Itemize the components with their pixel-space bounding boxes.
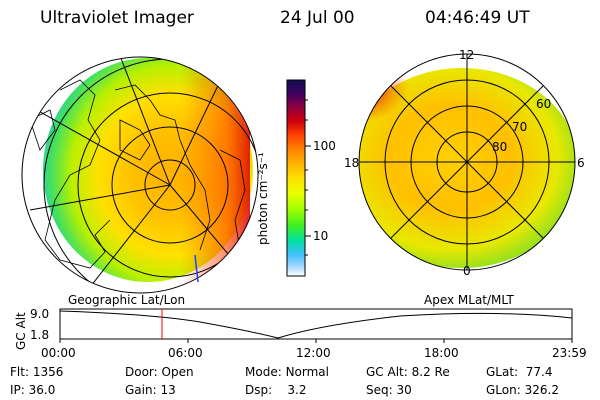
stat-gain: Gain: 13 — [125, 383, 176, 397]
xtick-2359: 23:59 — [552, 346, 587, 360]
altitude-curve — [59, 310, 573, 339]
mlt-label-18: 18 — [344, 156, 360, 170]
stat-glon: GLon: 326.2 — [486, 383, 559, 397]
xtick-0600: 06:00 — [168, 346, 203, 360]
left-map-caption: Geographic Lat/Lon — [68, 293, 186, 307]
mlat-label-70: 70 — [512, 120, 528, 134]
mlt-label-0: 0 — [463, 264, 471, 278]
color-scale — [286, 79, 311, 277]
mlat-label-80: 80 — [492, 140, 508, 154]
stat-gc-alt: GC Alt: 8.2 Re — [366, 365, 450, 379]
stat-flt: Flt: 1356 — [10, 365, 64, 379]
xtick-0000: 00:00 — [41, 346, 76, 360]
stat-mode: Mode: Normal — [245, 365, 329, 379]
image-time: 04:46:49 UT — [425, 8, 530, 28]
altitude-ytick-9: 9.0 — [30, 307, 50, 321]
apex-map — [358, 53, 576, 271]
stat-ip: IP: 36.0 — [10, 383, 56, 397]
mlt-label-6: 6 — [577, 156, 585, 170]
colorbar-tick-10: 10 — [313, 229, 329, 243]
mlt-label-12: 12 — [459, 48, 475, 62]
altitude-plot — [59, 308, 573, 343]
stat-dsp: Dsp: 3.2 — [245, 383, 307, 397]
right-map-caption: Apex MLat/MLT — [424, 293, 514, 307]
terminator-line — [194, 254, 199, 283]
app-title: Ultraviolet Imager — [40, 8, 194, 28]
stat-glat: GLat: 77.4 — [486, 365, 553, 379]
mlat-label-60: 60 — [536, 97, 552, 111]
stat-door: Door: Open — [125, 365, 194, 379]
altitude-ylabel: GC Alt — [14, 312, 28, 350]
stat-seq: Seq: 30 — [366, 383, 412, 397]
image-date: 24 Jul 00 — [280, 8, 355, 28]
xtick-1800: 18:00 — [424, 346, 459, 360]
colorbar-unit-label: photon cm⁻²s⁻¹ — [256, 152, 270, 245]
altitude-ytick-1-8: 1.8 — [30, 328, 50, 342]
colorbar-tick-100: 100 — [313, 139, 336, 153]
xtick-1200: 12:00 — [296, 346, 331, 360]
geographic-map — [21, 56, 259, 294]
